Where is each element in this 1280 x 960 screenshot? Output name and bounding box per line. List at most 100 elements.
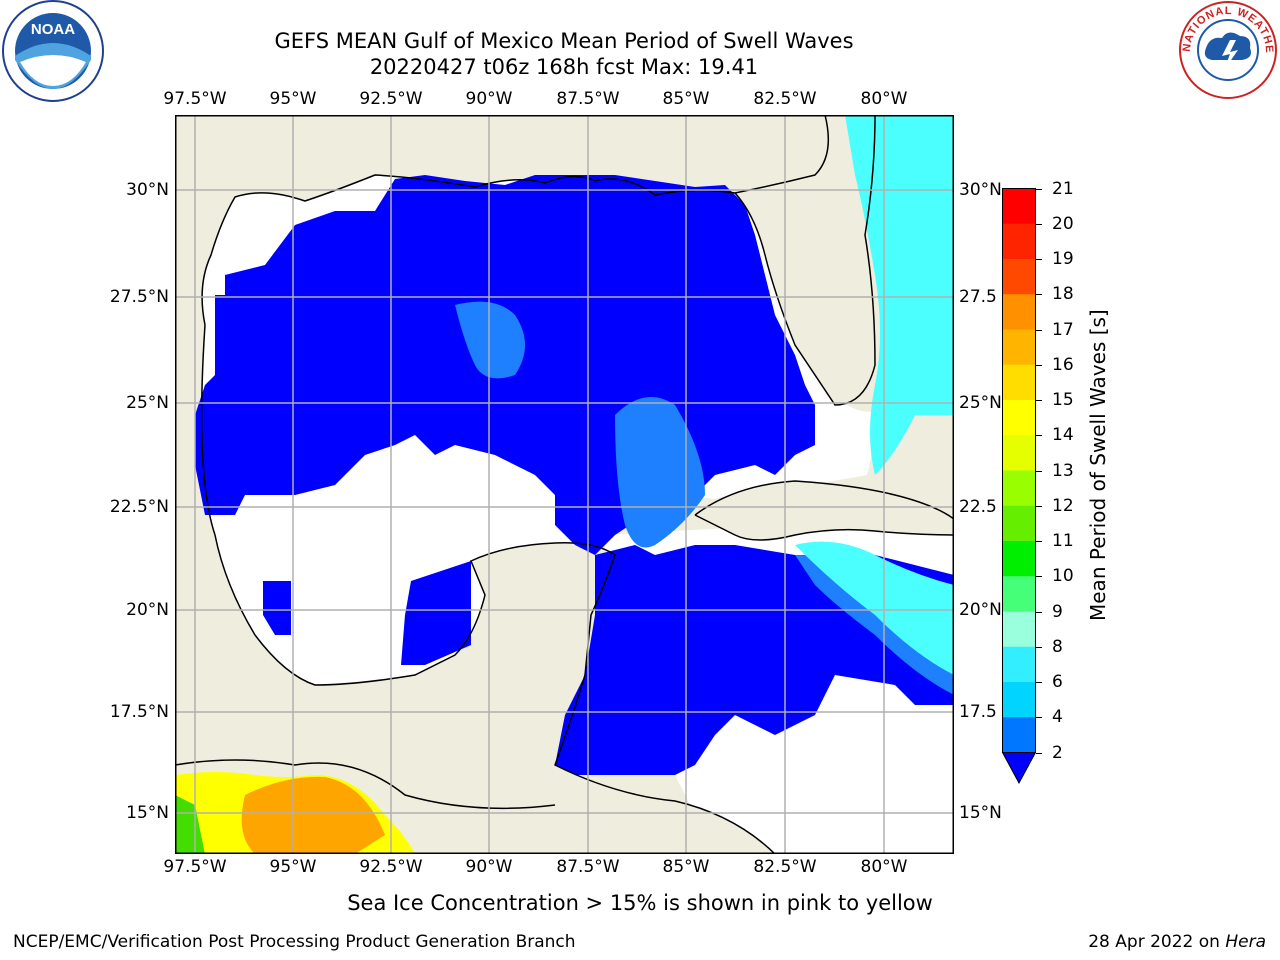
lon-tick-bottom: 85°W <box>662 857 710 877</box>
lon-tick-top: 87.5°W <box>556 89 620 109</box>
colorbar-swatch <box>1002 470 1036 507</box>
lat-tick-right: 17.5 <box>959 702 997 722</box>
colorbar-extend-triangle <box>1001 752 1037 785</box>
lon-tick-top: 92.5°W <box>359 89 423 109</box>
lon-tick-bottom: 87.5°W <box>556 857 620 877</box>
coastline-cuba <box>694 480 955 541</box>
colorbar-tick <box>1036 470 1042 472</box>
cuba-land <box>695 481 954 540</box>
lat-tick-left: 15°N <box>126 803 169 823</box>
footer-machine: Hera <box>1225 932 1266 952</box>
colorbar-swatch <box>1002 259 1036 295</box>
colorbar-label: 14 <box>1052 425 1074 446</box>
lon-tick-bottom: 92.5°W <box>359 857 423 877</box>
lat-tick-right: 15°N <box>959 803 1002 823</box>
lat-tick-left: 27.5°N <box>109 287 169 307</box>
colorbar-swatches <box>1001 188 1037 785</box>
lon-tick-top: 80°W <box>860 89 908 109</box>
footer-date: 28 Apr 2022 on Hera <box>1088 932 1266 952</box>
colorbar-tick <box>1036 682 1042 683</box>
coastline-mexico <box>200 324 776 855</box>
colorbar-label: 19 <box>1052 249 1074 269</box>
nws-logo: NATIONAL WEATHER SERVICE <box>1174 0 1278 100</box>
colorbar-tick <box>1036 259 1042 260</box>
lon-tick-top: 90°W <box>465 89 513 109</box>
colorbar-tick <box>1036 294 1042 296</box>
colorbar-tick <box>1036 717 1042 719</box>
colorbar-tick <box>1036 505 1042 507</box>
map-title: GEFS MEAN Gulf of Mexico Mean Period of … <box>274 29 854 53</box>
noaa-logo: NOAA <box>2 0 104 102</box>
colorbar-label: 17 <box>1052 319 1074 340</box>
map-subtitle: 20220427 t06z 168h fcst Max: 19.41 <box>369 55 759 79</box>
colorbar-tick <box>1036 364 1042 366</box>
colorbar-label: 6 <box>1052 672 1063 692</box>
gridlines <box>175 115 954 854</box>
footer-date-text: 28 Apr 2022 on <box>1088 932 1226 952</box>
colorbar-label: 10 <box>1052 566 1074 587</box>
lat-tick-left: 30°N <box>126 180 169 200</box>
colorbar-swatch <box>1002 223 1036 260</box>
lon-tick-top: 82.5°W <box>753 89 817 109</box>
lat-tick-left: 17.5°N <box>109 702 169 722</box>
colorbar-swatch <box>1002 294 1036 330</box>
colorbar-swatch <box>1002 505 1036 542</box>
colorbar-label: 9 <box>1052 601 1063 622</box>
colorbar-swatch <box>1002 541 1036 577</box>
colorbar-label: 4 <box>1052 707 1063 728</box>
colorbar-label: 15 <box>1052 390 1074 410</box>
yucatan-land <box>415 542 615 770</box>
coastline-central-america <box>174 759 556 810</box>
lon-tick-top: 95°W <box>269 89 317 109</box>
swell-field-low-2 <box>401 561 471 665</box>
colorbar-swatch <box>1002 611 1036 648</box>
gulf-swell-map <box>174 114 955 855</box>
swell-field-atlantic <box>845 115 954 475</box>
lat-tick-left: 20°N <box>126 600 169 620</box>
footer-credit: NCEP/EMC/Verification Post Processing Pr… <box>13 932 576 952</box>
lat-tick-right: 20°N <box>959 600 1002 620</box>
lat-tick-left: 25°N <box>126 393 169 413</box>
coastline-florida <box>734 114 876 406</box>
lon-tick-top: 85°W <box>662 89 710 109</box>
swell-field-mid <box>615 397 705 548</box>
colorbar-tick <box>1036 541 1042 542</box>
colorbar-label: 8 <box>1052 636 1063 657</box>
colorbar-tick <box>1036 188 1042 190</box>
colorbar-label: 13 <box>1052 460 1074 481</box>
lon-tick-bottom: 95°W <box>269 857 317 877</box>
colorbar-tick <box>1036 576 1042 578</box>
swell-field-low-3 <box>263 581 291 635</box>
swell-field-caribbean-cyan <box>795 541 954 675</box>
colorbar-label: 18 <box>1052 284 1074 305</box>
swell-field-mid-2 <box>455 301 525 379</box>
colorbar-tick <box>1036 400 1042 401</box>
colorbar-swatch <box>1002 329 1036 366</box>
lat-tick-left: 22.5°N <box>109 497 169 517</box>
map-frame <box>175 115 954 854</box>
colorbar-swatch <box>1002 188 1036 225</box>
colorbar-swatch <box>1002 646 1036 683</box>
colorbar-label: 12 <box>1052 495 1074 516</box>
pacific-swell-green <box>175 795 205 854</box>
colorbar-tick <box>1036 435 1042 437</box>
colorbar-tick <box>1036 646 1042 648</box>
colorbar-tick <box>1036 611 1042 613</box>
colorbar-label: 20 <box>1052 213 1074 234</box>
lon-tick-bottom: 97.5°W <box>163 857 227 877</box>
svg-text:NOAA: NOAA <box>31 21 75 38</box>
lat-tick-right: 22.5 <box>959 497 997 517</box>
colorbar-label: 21 <box>1052 178 1074 199</box>
colorbar-label: 16 <box>1052 354 1074 375</box>
colorbar-swatch <box>1002 576 1036 612</box>
colorbar <box>1001 188 1037 785</box>
colorbar-label: 11 <box>1052 531 1074 551</box>
colorbar-swatch <box>1002 364 1036 401</box>
colorbar-tick <box>1036 223 1042 225</box>
map-panel <box>174 114 955 855</box>
lat-tick-right: 25°N <box>959 393 1002 413</box>
colorbar-swatch <box>1002 682 1036 718</box>
colorbar-tick <box>1036 752 1042 754</box>
lat-tick-right: 30°N <box>959 180 1002 200</box>
colorbar-swatch <box>1002 435 1036 471</box>
